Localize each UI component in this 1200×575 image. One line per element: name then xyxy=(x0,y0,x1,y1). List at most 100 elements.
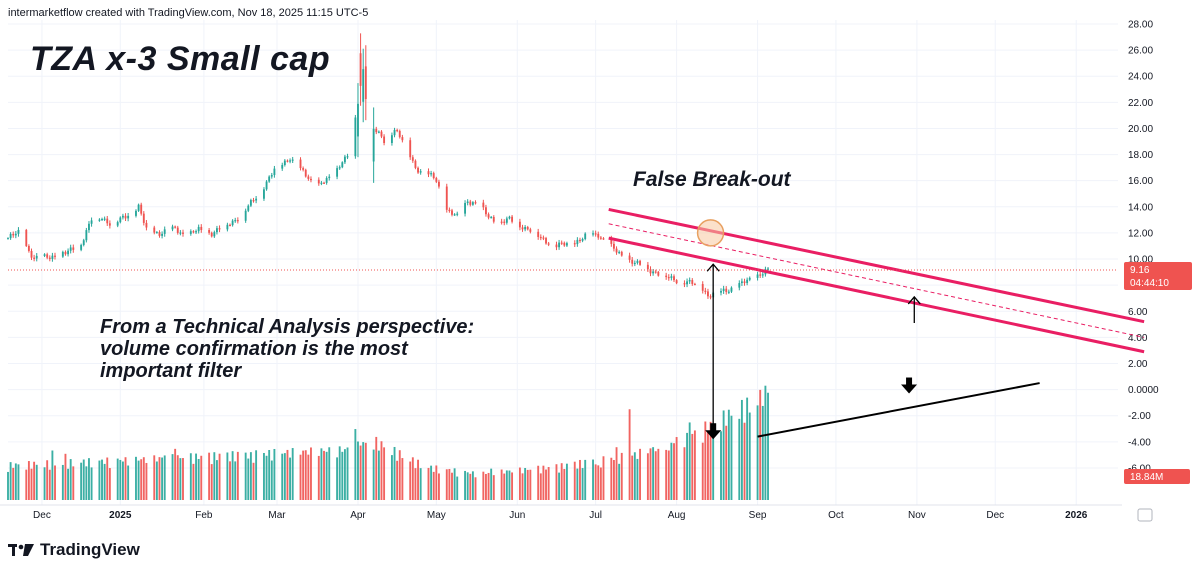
candle xyxy=(761,274,764,276)
candle xyxy=(691,280,694,284)
down-arrow-head xyxy=(705,430,722,440)
candle xyxy=(372,128,375,162)
volume-bar xyxy=(508,470,511,500)
volume-bar xyxy=(307,454,310,500)
candle xyxy=(482,202,485,208)
candle xyxy=(140,204,143,214)
candle xyxy=(411,157,414,161)
volume-bar xyxy=(393,446,396,500)
candle xyxy=(597,233,600,238)
candle xyxy=(401,137,404,141)
volume-bar xyxy=(482,471,485,500)
candle xyxy=(390,135,393,143)
price-tick-label: 22.00 xyxy=(1128,98,1153,109)
volume-bar xyxy=(610,457,613,500)
volume-bar xyxy=(48,469,51,500)
candle xyxy=(302,168,305,170)
down-arrow-shaft xyxy=(710,423,717,432)
tradingview-brand-text: TradingView xyxy=(40,540,140,559)
volume-bar xyxy=(633,452,636,500)
candle xyxy=(213,232,216,237)
volume-bar xyxy=(602,456,605,500)
candle xyxy=(137,204,140,211)
candle xyxy=(693,283,696,286)
candle xyxy=(469,201,472,205)
volume-bar xyxy=(231,451,234,500)
volume-bar xyxy=(673,443,675,500)
time-tick-label: Jul xyxy=(589,510,602,521)
volume-bar xyxy=(33,461,36,500)
candle xyxy=(121,215,124,218)
up-arrow-head xyxy=(907,295,921,305)
candle xyxy=(722,288,725,292)
volume-bar xyxy=(7,471,9,500)
volume-bar xyxy=(80,462,83,500)
volume-bar xyxy=(581,468,584,500)
candle xyxy=(474,202,477,204)
candle xyxy=(456,213,459,215)
candle xyxy=(273,168,276,176)
candle xyxy=(665,275,668,278)
candle xyxy=(338,167,341,169)
down-arrow-shaft xyxy=(906,377,913,386)
candle xyxy=(234,220,237,222)
volume-bar xyxy=(299,454,302,500)
candle xyxy=(51,255,54,259)
volume-bar xyxy=(195,453,197,500)
time-tick-label: Jun xyxy=(509,510,525,521)
candle xyxy=(701,284,704,291)
volume-bar xyxy=(712,434,715,500)
channel-upper-line xyxy=(608,207,1145,324)
candle xyxy=(341,162,344,168)
volume-bar xyxy=(639,448,641,500)
price-tick-label: 2.00 xyxy=(1128,359,1148,370)
candle xyxy=(537,231,540,237)
volume-bar xyxy=(153,455,156,500)
volume-bar xyxy=(145,462,148,500)
volume-bar xyxy=(43,467,46,500)
volume-bar xyxy=(558,472,561,500)
volume-bar xyxy=(579,459,581,500)
volume-bar xyxy=(30,468,33,500)
candle xyxy=(328,176,331,179)
volume-bar xyxy=(667,450,670,500)
candle xyxy=(615,248,618,253)
candle xyxy=(375,128,378,133)
volume-bar xyxy=(135,456,137,500)
candle xyxy=(526,227,529,230)
candle xyxy=(163,229,166,234)
chart-credit: intermarketflow created with TradingView… xyxy=(8,7,369,19)
candle xyxy=(417,167,419,173)
time-tick-label: May xyxy=(427,510,446,521)
volume-bar xyxy=(628,409,631,500)
volume-bar xyxy=(560,463,563,500)
candle xyxy=(54,255,56,257)
channel-mid-line xyxy=(608,223,1145,338)
candle xyxy=(127,215,130,219)
volume-bar xyxy=(738,418,741,500)
candle xyxy=(654,271,657,273)
candle xyxy=(357,103,359,137)
candle xyxy=(743,281,746,284)
candle xyxy=(7,238,9,240)
candle xyxy=(43,254,46,256)
volume-bar xyxy=(82,459,85,500)
volume-bar xyxy=(179,458,182,500)
volume-bar xyxy=(85,466,88,500)
candle xyxy=(675,280,678,284)
candle xyxy=(539,236,542,239)
volume-bar xyxy=(701,442,704,500)
volume-bar xyxy=(108,468,111,500)
volume-bar xyxy=(236,451,239,500)
candle xyxy=(560,242,563,244)
candle xyxy=(182,232,184,234)
tradingview-brand[interactable]: TradingView xyxy=(8,540,140,560)
candle xyxy=(69,247,72,251)
volume-bar xyxy=(411,457,414,500)
volume-bar xyxy=(161,457,164,500)
volume-bar xyxy=(268,450,271,500)
candle xyxy=(88,223,90,231)
volume-bar xyxy=(302,450,305,500)
volume-bar xyxy=(524,467,527,500)
